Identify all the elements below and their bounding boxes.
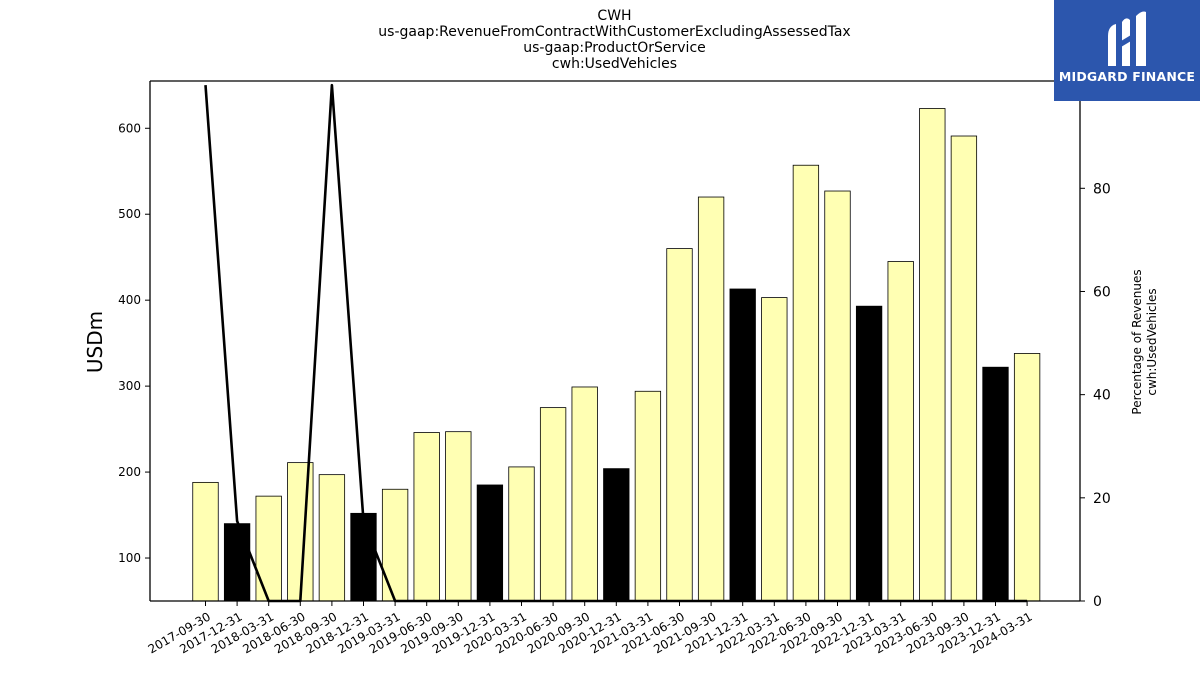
- chart-title-line-1: CWH: [597, 8, 632, 24]
- chart-title-line-4: cwh:UsedVehicles: [551, 56, 678, 72]
- logo-text: MIDGARD FINANCE: [1058, 69, 1196, 84]
- bar-2021-09-30: [697, 196, 725, 602]
- y-axis-label: USDm: [83, 311, 107, 373]
- y-tick-label-600: 600: [118, 121, 141, 135]
- y-right-tick-label-20: 20: [1093, 491, 1111, 507]
- y-tick-label-500: 500: [118, 207, 141, 221]
- y-right-tick-label-60: 60: [1093, 284, 1111, 300]
- y-tick-label-300: 300: [118, 379, 141, 393]
- bar-2020-06-30: [539, 407, 567, 602]
- bar-2023-12-31: [982, 366, 1009, 602]
- bar-2018-06-30: [287, 462, 314, 602]
- bar-2017-12-31: [223, 523, 251, 602]
- bar-2018-09-30: [318, 474, 346, 602]
- bar-2020-12-31: [603, 468, 630, 602]
- bar-2022-12-31: [855, 305, 883, 602]
- bar-2021-06-30: [666, 248, 693, 602]
- y-right-tick-label-40: 40: [1093, 388, 1111, 404]
- logo-mark-icon: [1108, 11, 1146, 66]
- bar-2023-06-30: [919, 108, 946, 602]
- bar-2017-09-30: [192, 481, 219, 602]
- chart-title-line-2: us-gaap:RevenueFromContractWithCustomerE…: [378, 24, 851, 40]
- bar-2022-03-31: [761, 297, 788, 602]
- bar-2018-03-31: [255, 495, 282, 602]
- midgard-finance-logo: MIDGARD FINANCE: [1054, 0, 1200, 101]
- y-right-tick-label-0: 0: [1093, 594, 1102, 610]
- y-tick-label-200: 200: [118, 465, 141, 479]
- bar-2021-03-31: [634, 390, 662, 602]
- bar-2024-03-31: [1013, 353, 1041, 602]
- bar-2020-03-31: [508, 466, 535, 602]
- bar-2023-03-31: [887, 261, 914, 602]
- bar-2020-09-30: [571, 386, 598, 602]
- bar-2019-09-30: [445, 431, 472, 602]
- y-axis-right-label-line-1: Percentage of Revenues: [1130, 269, 1144, 414]
- y-tick-label-100: 100: [118, 551, 141, 565]
- y-axis-right-label-line-2: cwh:UsedVehicles: [1145, 288, 1159, 395]
- y-tick-label-400: 400: [118, 293, 141, 307]
- y-right-tick-label-80: 80: [1093, 181, 1111, 197]
- bar-2019-12-31: [476, 484, 504, 602]
- bar-2022-06-30: [792, 164, 820, 602]
- bar-2021-12-31: [729, 288, 756, 602]
- bar-2019-03-31: [381, 488, 409, 602]
- bar-2022-09-30: [824, 190, 851, 602]
- bar-2023-09-30: [950, 135, 978, 602]
- bar-2018-12-31: [350, 512, 377, 602]
- chart-title-line-3: us-gaap:ProductOrService: [523, 40, 706, 56]
- bar-2019-06-30: [413, 432, 440, 602]
